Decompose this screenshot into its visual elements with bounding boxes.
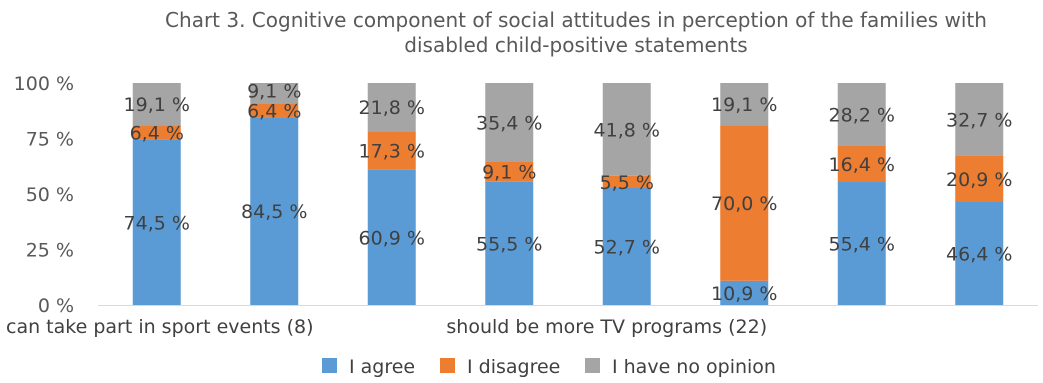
legend-swatch-i-disagree bbox=[440, 358, 455, 373]
data-label: 35,4 % bbox=[476, 112, 542, 134]
bar-segment-i-disagree bbox=[132, 125, 181, 140]
bar-segment-i-have-no-opinion bbox=[367, 83, 416, 132]
bar-segment-i-have-no-opinion bbox=[955, 83, 1004, 156]
bar-segment-i-agree bbox=[720, 280, 769, 305]
data-label: 60,9 % bbox=[359, 227, 425, 249]
legend-swatch-i-agree bbox=[322, 358, 337, 373]
data-label: 32,7 % bbox=[946, 109, 1012, 131]
bar-segment-i-agree bbox=[602, 188, 651, 305]
y-tick-label: 75 % bbox=[26, 129, 74, 151]
data-label: 70,0 % bbox=[711, 193, 777, 215]
x-category-label: should be more TV programs (22) bbox=[446, 316, 767, 338]
bar-segment-i-disagree bbox=[837, 145, 886, 183]
data-label: 19,1 % bbox=[124, 94, 190, 116]
legend: I agree I disagree I have no opinion bbox=[322, 356, 776, 378]
bar-segment-i-disagree bbox=[720, 125, 769, 281]
y-tick-label: 0 % bbox=[38, 295, 74, 317]
bar-segment-i-disagree bbox=[250, 103, 299, 118]
bar-segment-i-disagree bbox=[955, 155, 1004, 202]
legend-swatch-i-have-no-opinion bbox=[585, 358, 600, 373]
bar-segment-i-have-no-opinion bbox=[250, 83, 299, 104]
data-label: 16,4 % bbox=[829, 154, 895, 176]
data-label: 55,5 % bbox=[476, 233, 542, 255]
data-label: 9,1 % bbox=[247, 80, 301, 102]
y-tick-label: 100 % bbox=[14, 73, 74, 95]
data-label: 74,5 % bbox=[124, 212, 190, 234]
bar-segment-i-have-no-opinion bbox=[837, 83, 886, 146]
bar-segment-i-disagree bbox=[485, 161, 534, 182]
chart-title-line-1: Chart 3. Cognitive component of social a… bbox=[165, 8, 987, 32]
data-label: 6,4 % bbox=[130, 123, 184, 145]
plot-area: 0 % 25 % 50 % 75 % 100 % 74,5 % 6,4 % 19,1 % 84,… bbox=[6, 73, 1038, 338]
bar-segment-i-have-no-opinion bbox=[485, 83, 534, 162]
bar-segment-i-agree bbox=[485, 181, 534, 305]
bar-segment-i-have-no-opinion bbox=[132, 83, 181, 126]
data-label: 28,2 % bbox=[829, 104, 895, 126]
data-label: 41,8 % bbox=[594, 119, 660, 141]
data-label: 84,5 % bbox=[241, 201, 307, 223]
bar-segment-i-agree bbox=[955, 201, 1004, 305]
data-label: 17,3 % bbox=[359, 141, 425, 163]
bar-segment-i-have-no-opinion bbox=[720, 83, 769, 126]
bar-segment-i-agree bbox=[367, 169, 416, 305]
data-label: 20,9 % bbox=[946, 169, 1012, 191]
bar-segment-i-agree bbox=[132, 139, 181, 305]
legend-label: I disagree bbox=[467, 356, 560, 378]
chart-title-line-2: disabled child-positive statements bbox=[404, 33, 747, 57]
data-label: 55,4 % bbox=[829, 234, 895, 256]
data-label: 46,4 % bbox=[946, 243, 1012, 265]
x-category-label: can take part in sport events (8) bbox=[6, 316, 314, 338]
legend-label: I have no opinion bbox=[612, 356, 776, 378]
data-label: 21,8 % bbox=[359, 97, 425, 119]
y-tick-label: 25 % bbox=[26, 240, 74, 262]
data-label: 5,5 % bbox=[600, 172, 654, 194]
bar-segment-i-disagree bbox=[602, 175, 651, 189]
data-label: 9,1 % bbox=[482, 162, 536, 184]
data-label: 6,4 % bbox=[247, 100, 301, 122]
bar-segment-i-agree bbox=[837, 182, 886, 305]
bar-segment-i-disagree bbox=[367, 131, 416, 170]
y-tick-label: 50 % bbox=[26, 184, 74, 206]
data-label: 52,7 % bbox=[594, 237, 660, 259]
bar-segment-i-have-no-opinion bbox=[602, 83, 651, 176]
legend-label: I agree bbox=[349, 356, 415, 378]
bar-segment-i-agree bbox=[250, 117, 299, 305]
data-label: 10,9 % bbox=[711, 283, 777, 305]
data-label: 19,1 % bbox=[711, 94, 777, 116]
